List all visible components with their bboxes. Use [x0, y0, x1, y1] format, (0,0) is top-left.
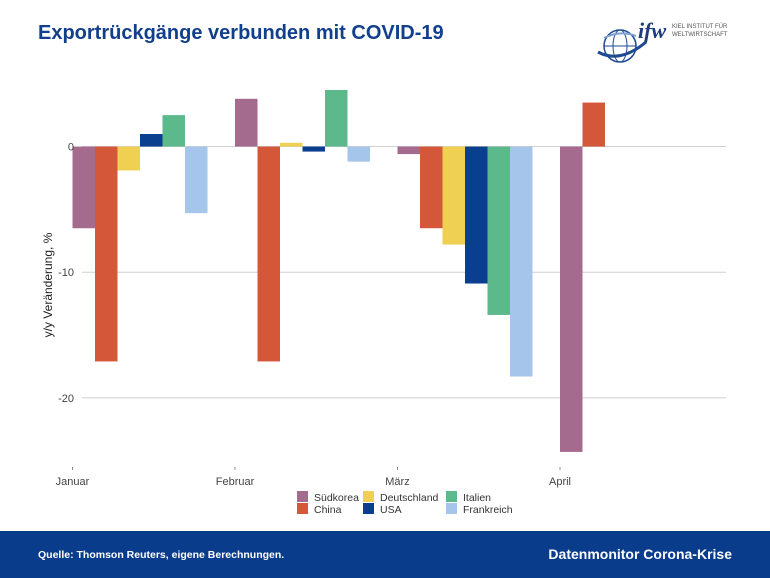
- bar: [280, 142, 303, 147]
- bar: [510, 146, 533, 377]
- logo-text: ifw: [638, 18, 666, 43]
- ifw-logo: ifw KIEL INSTITUT FÜR WELTWIRTSCHAFT: [597, 18, 728, 63]
- footer-bar: Quelle: Thomson Reuters, eigene Berechnu…: [0, 531, 770, 578]
- x-tick-label: April: [549, 476, 571, 488]
- globe-icon: [597, 29, 647, 63]
- bar: [185, 146, 208, 214]
- legend-swatch: [363, 503, 374, 514]
- y-tick-label: 0: [68, 142, 74, 154]
- bar: [72, 146, 95, 229]
- bars: [72, 90, 605, 452]
- y-tick-label: -20: [58, 393, 74, 405]
- bar: [582, 102, 605, 147]
- axis-ticks: 0 -10 -20 Januar Februar März April: [56, 142, 571, 488]
- bar-chart: y/y Veränderung, % 0 -10 -20 Januar Februar M…: [41, 90, 726, 516]
- logo-subtitle-line1: KIEL INSTITUT FÜR: [672, 23, 728, 30]
- legend-label: Deutschland: [380, 492, 439, 504]
- bar: [235, 98, 258, 147]
- legend-label: China: [314, 504, 342, 516]
- legend-swatch: [297, 491, 308, 502]
- bar: [95, 146, 118, 362]
- bar: [347, 146, 370, 162]
- bar: [257, 146, 280, 362]
- x-tick-label: Januar: [56, 476, 90, 488]
- source-note: Quelle: Thomson Reuters, eigene Berechnu…: [38, 549, 285, 561]
- bar: [302, 146, 325, 152]
- y-tick-label: -10: [58, 267, 74, 279]
- bar: [560, 146, 583, 452]
- bar: [487, 146, 510, 315]
- legend-label: Frankreich: [463, 504, 513, 516]
- x-tick-label: Februar: [216, 476, 255, 488]
- bar: [465, 146, 488, 284]
- bar: [420, 146, 443, 229]
- legend-label: USA: [380, 504, 402, 516]
- x-tick-label: März: [385, 476, 409, 488]
- page-title: Exportrückgänge verbunden mit COVID-19: [38, 22, 444, 44]
- legend-swatch: [363, 491, 374, 502]
- legend-swatch: [446, 491, 457, 502]
- bar: [442, 146, 465, 245]
- legend-label: Südkorea: [314, 492, 359, 504]
- bar: [117, 146, 140, 171]
- bar: [325, 90, 348, 147]
- gridlines: [82, 146, 726, 399]
- legend-swatch: [446, 503, 457, 514]
- bar: [140, 133, 163, 147]
- y-axis-label: y/y Veränderung, %: [41, 232, 55, 337]
- logo-subtitle-line2: WELTWIRTSCHAFT: [672, 32, 728, 38]
- bar: [397, 146, 420, 155]
- legend-swatch: [297, 503, 308, 514]
- legend-label: Italien: [463, 492, 491, 504]
- bar: [162, 115, 185, 147]
- footer-brand: Datenmonitor Corona-Krise: [548, 546, 732, 562]
